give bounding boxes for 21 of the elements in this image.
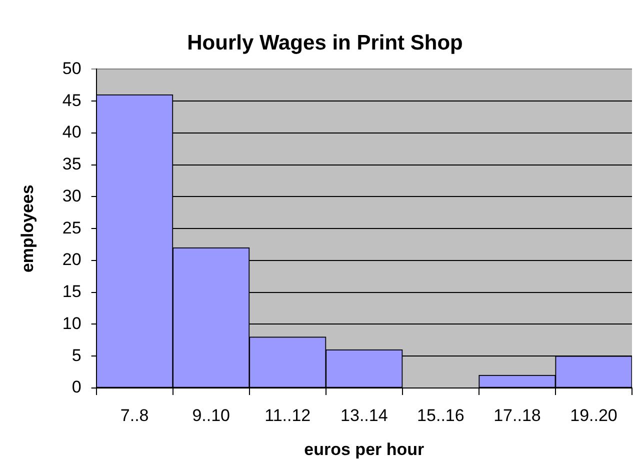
- y-axis-title: employees: [18, 184, 37, 273]
- x-tick-label: 15..16: [417, 406, 464, 426]
- x-tick-label: 13..14: [340, 406, 388, 426]
- y-tick-label: 40: [62, 122, 82, 142]
- y-tick-label: 25: [62, 218, 82, 238]
- x-tick-label: 9..10: [192, 406, 230, 426]
- y-tick-label: 50: [62, 58, 82, 78]
- chart-title: Hourly Wages in Print Shop: [187, 31, 463, 54]
- y-tick-label: 10: [62, 314, 82, 333]
- x-tick-label: 7..8: [120, 406, 149, 426]
- x-axis-title: euros per hour: [304, 440, 425, 460]
- y-tick-label: 30: [62, 186, 82, 206]
- y-tick-label: 0: [72, 378, 82, 397]
- x-tick-label: 19..20: [570, 406, 618, 426]
- y-tick-label: 15: [62, 282, 82, 302]
- x-tick-label: 11..12: [264, 406, 311, 426]
- y-tick-label: 45: [62, 90, 82, 110]
- y-tick-label: 5: [72, 346, 82, 365]
- y-tick-label: 35: [62, 154, 82, 174]
- x-tick-label: 17..18: [494, 406, 541, 426]
- y-tick-label: 20: [62, 250, 82, 270]
